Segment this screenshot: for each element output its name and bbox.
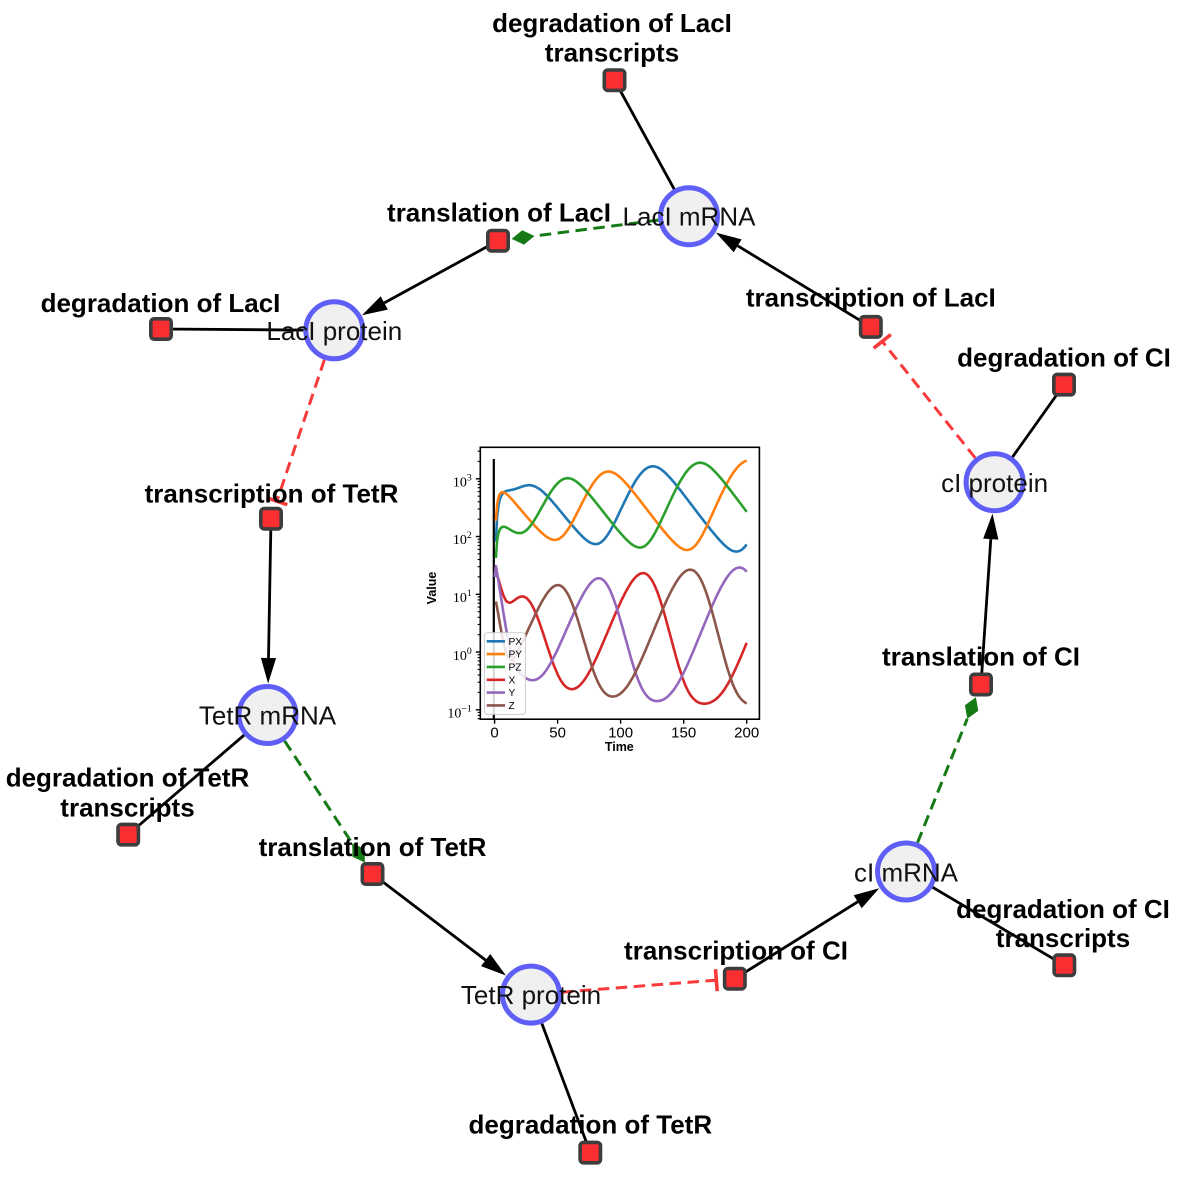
svg-text:degradation of TetR: degradation of TetR (468, 1110, 712, 1140)
svg-text:degradation of LacI: degradation of LacI (492, 8, 732, 38)
svg-text:LacI protein: LacI protein (266, 316, 402, 346)
svg-text:X: X (509, 675, 516, 686)
svg-text:Time: Time (605, 740, 634, 754)
svg-text:transcripts: transcripts (545, 38, 679, 68)
svg-text:101: 101 (453, 588, 472, 606)
svg-text:150: 150 (671, 725, 696, 742)
svg-text:50: 50 (549, 725, 566, 742)
svg-text:transcription of TetR: transcription of TetR (145, 478, 399, 508)
svg-text:degradation of TetR: degradation of TetR (6, 763, 250, 793)
svg-text:transcription of CI: transcription of CI (624, 936, 848, 966)
svg-text:103: 103 (453, 473, 472, 491)
svg-text:LacI mRNA: LacI mRNA (623, 202, 757, 232)
svg-text:transcripts: transcripts (996, 923, 1130, 953)
svg-text:cI mRNA: cI mRNA (854, 857, 959, 887)
svg-text:translation of TetR: translation of TetR (259, 832, 487, 862)
svg-text:0: 0 (490, 725, 498, 742)
svg-text:Value: Value (425, 572, 439, 605)
svg-text:PZ: PZ (509, 663, 522, 674)
svg-text:TetR protein: TetR protein (461, 980, 601, 1010)
svg-text:Y: Y (509, 688, 516, 699)
svg-text:Z: Z (509, 701, 515, 712)
svg-text:translation of LacI: translation of LacI (387, 198, 611, 228)
svg-text:TetR mRNA: TetR mRNA (199, 701, 337, 731)
svg-text:102: 102 (453, 530, 472, 548)
svg-text:cI protein: cI protein (941, 468, 1048, 498)
svg-text:translation of CI: translation of CI (882, 642, 1080, 672)
svg-text:10−1: 10−1 (447, 704, 472, 722)
svg-text:transcripts: transcripts (60, 792, 194, 822)
svg-text:degradation of CI: degradation of CI (956, 894, 1170, 924)
svg-text:200: 200 (734, 725, 759, 742)
svg-text:degradation of CI: degradation of CI (957, 343, 1171, 373)
svg-text:transcription of LacI: transcription of LacI (746, 282, 996, 312)
svg-text:degradation of LacI: degradation of LacI (41, 288, 281, 318)
svg-text:100: 100 (453, 646, 472, 664)
svg-text:100: 100 (608, 725, 633, 742)
svg-text:PY: PY (509, 650, 523, 661)
svg-text:PX: PX (509, 637, 523, 648)
